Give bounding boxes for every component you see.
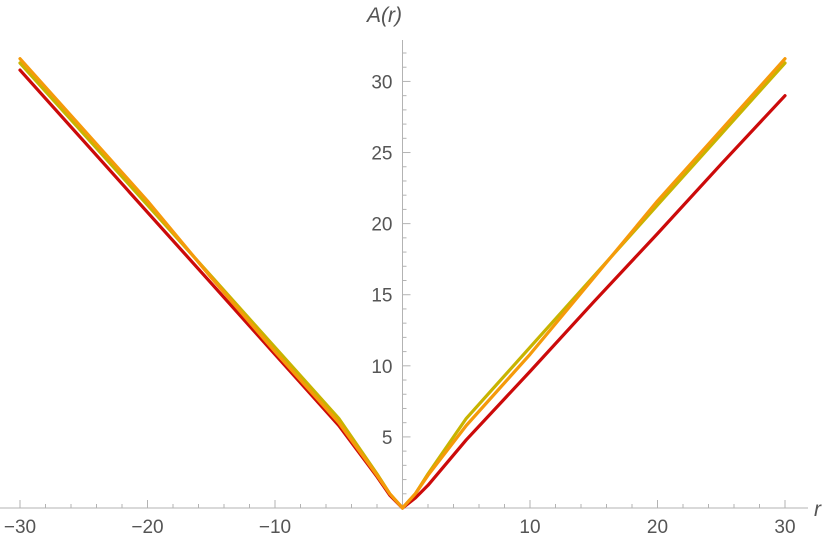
axes [0, 40, 808, 509]
x-tick-label: 10 [519, 517, 540, 538]
y-tick-label: 30 [371, 72, 392, 93]
y-tick-label: 10 [371, 357, 392, 378]
y-tick-label: 5 [382, 428, 393, 449]
x-tick-label: −20 [131, 517, 163, 538]
y-tick-label: 15 [371, 286, 392, 307]
y-axis-title: A(r) [365, 4, 402, 27]
y-tick-label: 25 [371, 144, 392, 165]
tick-labels: −30 −20 −10 10 20 30 5 10 15 20 25 30 [4, 72, 796, 538]
y-tick-label: 20 [371, 215, 392, 236]
x-tick-label: 20 [647, 517, 668, 538]
series-line-3 [18, 57, 787, 510]
series-group [18, 57, 787, 510]
x-axis-title: r [814, 498, 822, 521]
x-tick-label: −30 [4, 517, 36, 538]
x-tick-label: 30 [774, 517, 795, 538]
x-tick-label: −10 [259, 517, 291, 538]
